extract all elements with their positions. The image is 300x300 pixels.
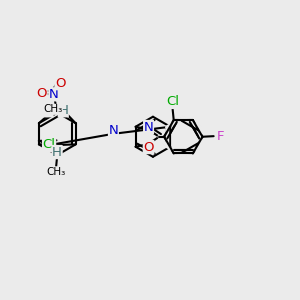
Text: Cl: Cl bbox=[43, 139, 56, 152]
Text: O: O bbox=[43, 104, 53, 117]
Text: CH₃: CH₃ bbox=[43, 104, 62, 114]
Text: O: O bbox=[55, 77, 65, 90]
Text: CH₃: CH₃ bbox=[46, 167, 65, 177]
Text: H: H bbox=[58, 104, 68, 117]
Text: O: O bbox=[143, 141, 154, 154]
Text: O: O bbox=[37, 87, 47, 100]
Text: H: H bbox=[52, 146, 62, 159]
Text: Cl: Cl bbox=[166, 95, 179, 108]
Text: N: N bbox=[144, 121, 153, 134]
Text: F: F bbox=[217, 130, 225, 143]
Text: N: N bbox=[49, 88, 58, 101]
Text: N: N bbox=[109, 124, 118, 137]
